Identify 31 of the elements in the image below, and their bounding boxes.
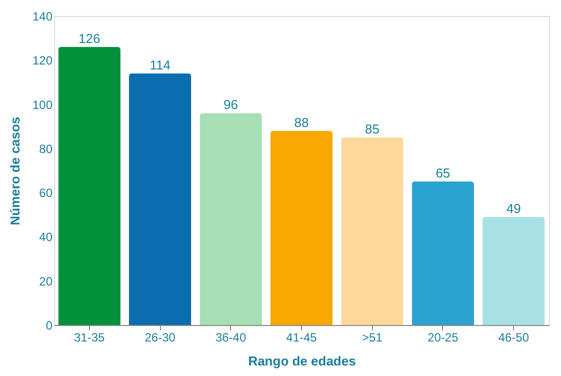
data-label: 126 xyxy=(78,30,100,46)
y-tick-label: 40 xyxy=(39,230,53,244)
bar xyxy=(200,113,262,325)
x-tick-label: 26-30 xyxy=(144,330,176,344)
x-tick-label: 31-35 xyxy=(74,330,106,344)
x-tick-label: 46-50 xyxy=(498,330,530,344)
y-tick-label: 20 xyxy=(39,274,53,288)
data-label: 85 xyxy=(364,121,380,136)
x-tick-label: 20-25 xyxy=(428,330,459,344)
data-label: 114 xyxy=(150,57,170,72)
y-tick-label: 60 xyxy=(39,186,53,200)
y-tick-label: 0 xyxy=(46,318,53,332)
y-tick-label: 100 xyxy=(32,98,53,112)
x-tick-label: 41-45 xyxy=(286,330,318,344)
data-label: 65 xyxy=(436,166,450,181)
bar xyxy=(58,46,120,325)
x-tick-label: >51 xyxy=(362,330,383,344)
y-tick-label: 120 xyxy=(32,54,53,68)
bar xyxy=(128,73,192,325)
bar xyxy=(482,216,545,325)
x-axis-title: Rango de edades xyxy=(248,354,356,368)
data-label: 96 xyxy=(224,97,238,112)
bar xyxy=(341,137,404,325)
y-axis-title: Número de casos xyxy=(7,116,22,226)
y-tick-label: 140 xyxy=(32,10,53,24)
y-tick-label: 80 xyxy=(39,142,53,156)
data-label: 49 xyxy=(506,200,521,216)
bar xyxy=(412,182,474,325)
data-label: 88 xyxy=(294,114,309,130)
x-tick-label: 36-40 xyxy=(215,330,246,344)
bar xyxy=(270,130,333,325)
